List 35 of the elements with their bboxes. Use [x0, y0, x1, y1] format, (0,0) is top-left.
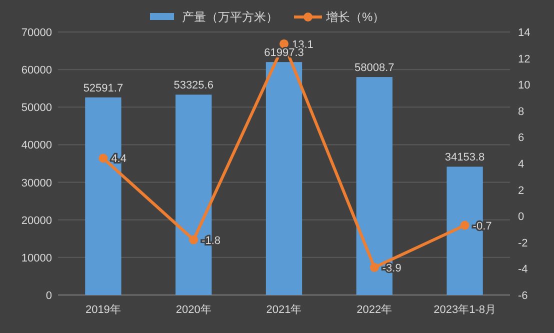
y2-tick-label: 12 [518, 53, 530, 66]
data-label: 34153.8 [444, 152, 485, 164]
y2-tick-label: -4 [518, 264, 528, 276]
y-tick-label: 20000 [21, 214, 52, 227]
y2-tick-label: 6 [518, 132, 524, 144]
y2-tick-label: 2 [518, 184, 524, 197]
x-tick-label: 2021年 [266, 304, 302, 316]
y-tick-label: 60000 [21, 64, 52, 77]
bar [266, 62, 302, 295]
data-label: 52591.7 [83, 82, 124, 94]
data-label: 58008.7 [354, 62, 394, 74]
y-tick-label: 30000 [21, 177, 52, 190]
y2-tick-label: -6 [518, 290, 528, 302]
y-tick-label: 40000 [21, 140, 52, 152]
y2-tick-label: 10 [518, 80, 530, 92]
y-tick-label: 70000 [21, 27, 52, 39]
point [370, 262, 379, 272]
y2-tick-label: 4 [518, 158, 524, 170]
x-tick-label: 2022年 [356, 304, 392, 316]
point [460, 220, 470, 230]
y-tick-label: 50000 [21, 102, 52, 114]
y2-tick-label: 0 [518, 211, 524, 224]
x-tick-label: 2019年 [85, 304, 121, 316]
legend-label: 产量（万平方米） [182, 10, 278, 24]
y2-tick-label: 14 [518, 27, 530, 39]
y-tick-label: 0 [46, 290, 52, 302]
y-tick-label: 10000 [21, 252, 52, 264]
point [98, 154, 108, 163]
x-tick-label: 2020年 [176, 304, 212, 316]
y2-tick-label: 8 [518, 106, 524, 118]
legend-label: 增长（%） [325, 10, 385, 24]
y2-tick-label: -2 [518, 237, 528, 250]
point [189, 235, 198, 244]
data-label: 53325.6 [174, 80, 214, 92]
x-tick-label: 2023年1-8月 [434, 304, 496, 316]
